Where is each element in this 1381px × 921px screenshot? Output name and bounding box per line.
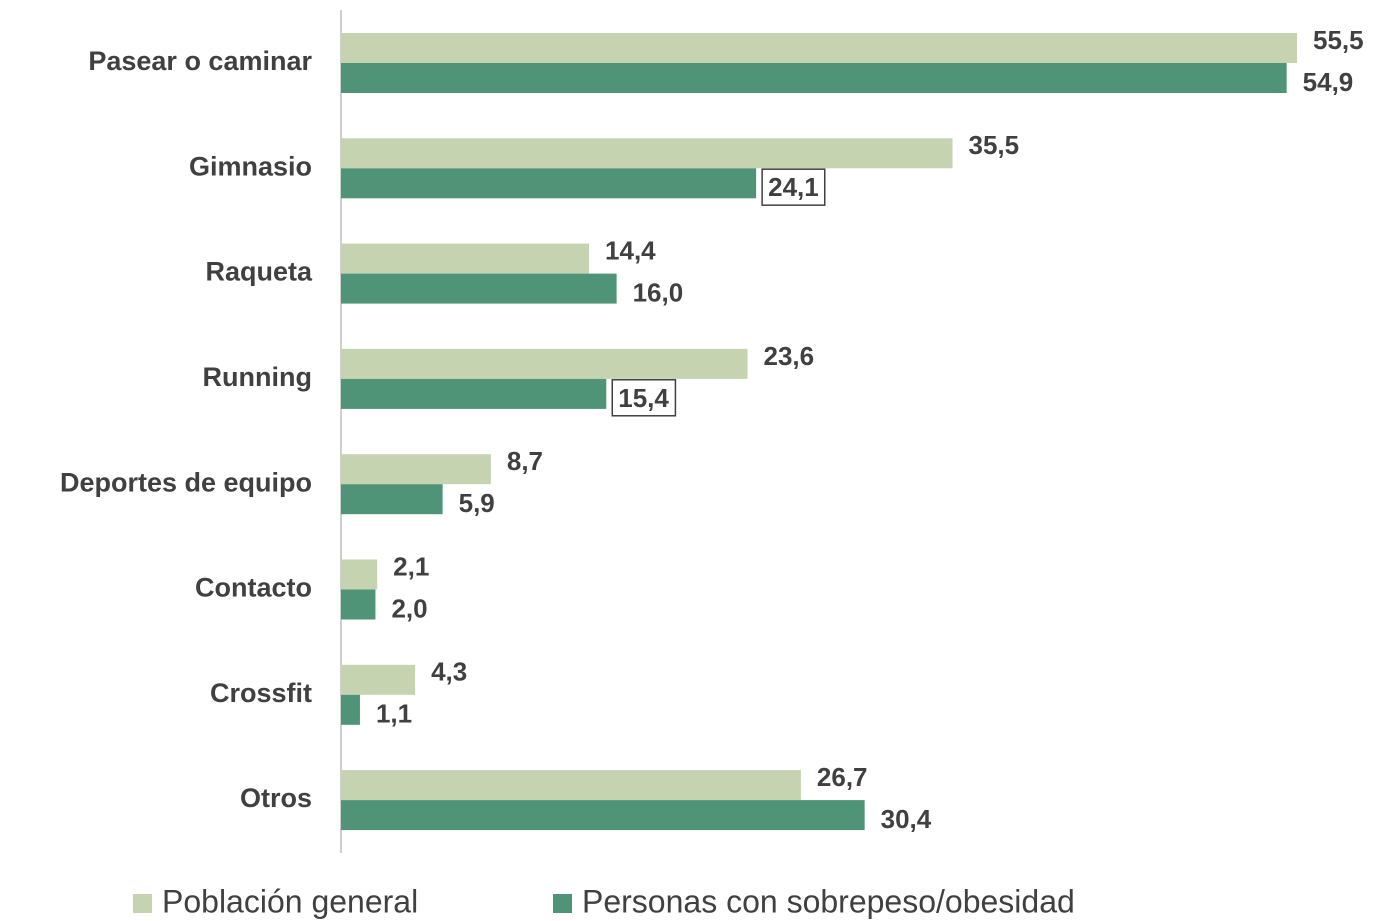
bar — [341, 168, 757, 199]
bar — [341, 664, 416, 695]
value-label: 24,1 — [768, 172, 819, 202]
value-label: 26,7 — [817, 762, 868, 792]
value-label: 2,0 — [391, 593, 427, 623]
value-label: 14,4 — [605, 235, 656, 265]
value-label: 5,9 — [459, 488, 495, 518]
y-tick-label: Crossfit — [210, 678, 312, 708]
y-tick-label: Gimnasio — [189, 151, 312, 181]
y-tick-label: Contacto — [195, 573, 312, 603]
y-tick-label: Otros — [240, 783, 312, 813]
label-box — [611, 379, 677, 417]
y-tick-label: Raqueta — [205, 257, 313, 287]
bar — [341, 243, 590, 274]
bar — [341, 378, 607, 409]
bar — [341, 348, 748, 379]
legend-label: Población general — [162, 883, 418, 919]
value-label: 2,1 — [393, 551, 429, 581]
y-tick-label: Deportes de equipo — [60, 467, 312, 497]
value-label: 55,5 — [1313, 25, 1364, 55]
legend-swatch — [133, 894, 152, 913]
legend-swatch — [553, 894, 572, 913]
bar — [341, 63, 1287, 93]
bar — [341, 770, 801, 801]
y-tick-label: Running — [203, 362, 312, 392]
value-label: 23,6 — [764, 341, 815, 371]
value-label: 15,4 — [618, 383, 669, 413]
bar — [341, 454, 491, 485]
value-label: 16,0 — [633, 277, 684, 307]
value-label: 54,9 — [1303, 67, 1354, 97]
bar — [341, 484, 443, 515]
y-tick-label: Pasear o caminar — [88, 46, 312, 76]
bar — [341, 694, 360, 725]
bar — [341, 800, 865, 831]
bar — [341, 589, 376, 620]
bar — [341, 559, 378, 590]
legend-label: Personas con sobrepeso/obesidad — [582, 883, 1075, 919]
value-label: 4,3 — [431, 657, 467, 687]
bar — [341, 138, 953, 169]
label-box — [761, 168, 826, 206]
value-label: 8,7 — [507, 446, 543, 476]
bar — [341, 273, 617, 304]
bar — [341, 33, 1297, 63]
value-label: 1,1 — [376, 699, 412, 729]
value-label: 35,5 — [968, 130, 1019, 160]
value-label: 30,4 — [881, 804, 932, 834]
